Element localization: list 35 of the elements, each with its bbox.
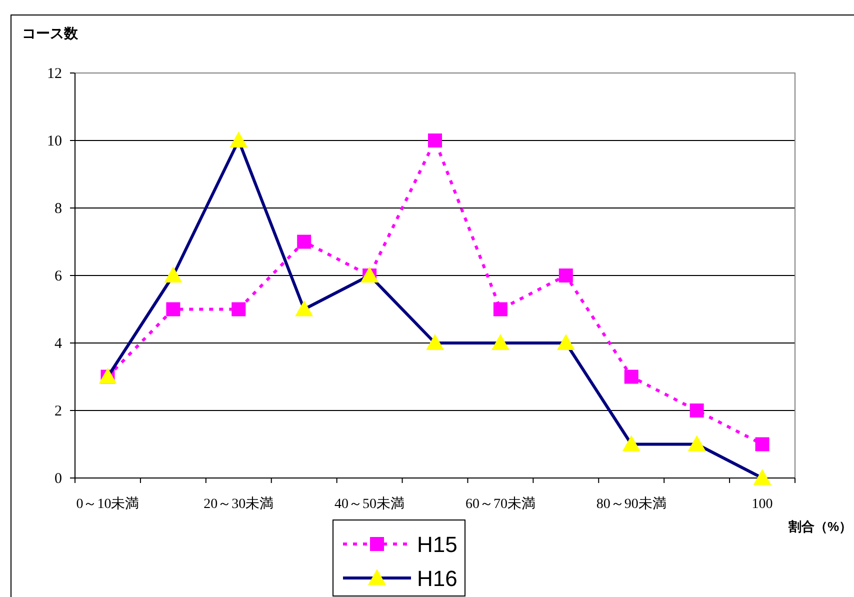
point [428,134,442,148]
point [491,334,510,350]
y-tick-label: 2 [54,404,62,420]
point [493,302,508,316]
legend-label: H15 [417,532,458,557]
x-tick-label: 0～10未満 [76,496,140,512]
y-tick-label: 8 [54,201,62,217]
y-axis-title: コース数 [22,25,79,41]
x-tick-label: 40～50未満 [334,496,405,512]
y-tick-label: 12 [47,66,62,82]
point [297,234,312,249]
point [164,266,182,282]
point [755,437,770,452]
y-tick-label: 0 [54,471,62,487]
x-tick-label: 80～90未満 [596,496,666,512]
point [622,435,640,452]
point [166,302,180,316]
point [230,132,248,148]
x-tick-label: 20～30未満 [204,496,274,512]
y-tick-label: 4 [54,336,62,352]
point [295,300,314,316]
point [690,404,704,418]
x-tick-label: 60～70未満 [465,496,536,512]
point [624,370,638,384]
x-tick-label: 100 [752,497,773,512]
y-tick-label: 10 [47,134,62,150]
point [556,334,575,350]
x-axis-title: 割合（%） [787,519,852,534]
legend-label: H16 [417,566,458,591]
y-tick-label: 6 [54,268,62,284]
point [688,435,706,452]
point [753,469,772,485]
point [232,302,246,316]
point [426,334,444,350]
point [558,268,573,282]
